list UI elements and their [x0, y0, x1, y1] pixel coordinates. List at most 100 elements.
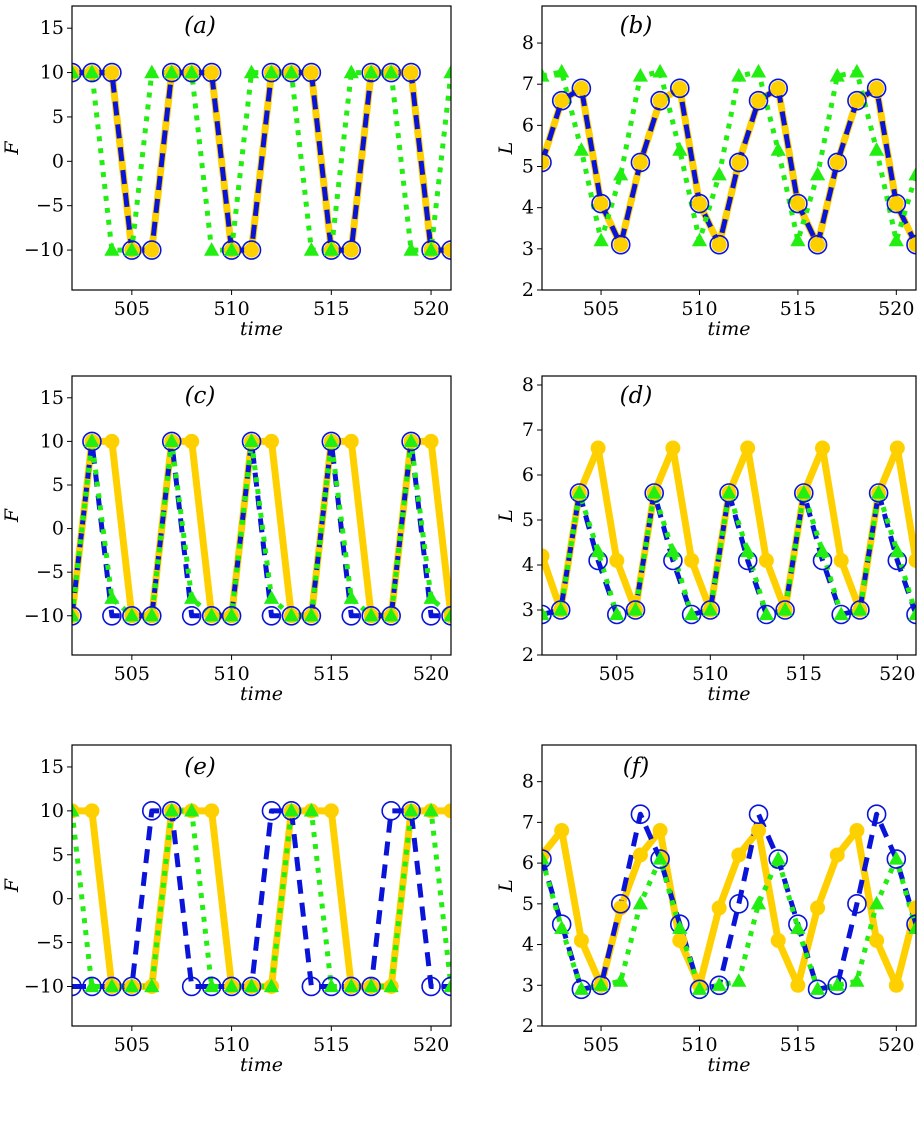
plot-frame [541, 744, 917, 1027]
data-point [810, 981, 826, 995]
panel-label: (e) [184, 754, 216, 780]
data-point [672, 142, 688, 156]
data-point [84, 433, 100, 447]
y-tick-label: 10 [40, 430, 64, 452]
data-point [793, 483, 814, 503]
data-point [403, 433, 419, 447]
plot-area [542, 63, 916, 255]
data-point [261, 605, 282, 626]
data-point [814, 543, 831, 558]
data-point [72, 607, 80, 622]
data-point [421, 976, 441, 997]
y-tick-label: 6 [522, 114, 534, 136]
data-point [542, 68, 550, 82]
data-point [906, 604, 916, 625]
data-point [181, 605, 202, 626]
data-point [201, 976, 222, 997]
data-point [263, 590, 280, 604]
data-point [403, 242, 419, 256]
series-line-blue-dashed-open-circle [72, 808, 451, 989]
data-point [888, 196, 904, 212]
x-tick-label: 515 [780, 298, 816, 320]
y-tick-label: 6 [522, 464, 534, 486]
data-point [122, 976, 142, 997]
data-point [84, 978, 100, 993]
data-point [833, 553, 849, 568]
series-line-blue-dashed-open-circle [542, 85, 916, 248]
data-point [161, 431, 182, 452]
plot-area [542, 440, 916, 625]
data-point [361, 605, 382, 626]
data-point [423, 590, 439, 604]
data-point [650, 849, 670, 869]
data-point [550, 600, 571, 620]
data-point [632, 895, 648, 910]
data-point [770, 851, 786, 865]
data-point [383, 607, 399, 622]
plot-area [72, 431, 451, 626]
data-point [740, 543, 756, 558]
y-tick-label: 6 [522, 852, 534, 874]
data-point [184, 802, 200, 817]
data-point [729, 894, 749, 914]
data-point [709, 975, 729, 996]
data-point [790, 920, 806, 934]
data-point [224, 978, 240, 993]
y-tick-label: 8 [522, 374, 534, 396]
x-tick-label: 520 [878, 298, 914, 320]
data-point [323, 803, 339, 819]
data-point [852, 602, 868, 616]
data-point [263, 64, 280, 79]
data-point [124, 978, 140, 993]
data-point [243, 978, 260, 993]
data-point [204, 607, 220, 622]
y-tick-label: 3 [522, 599, 534, 621]
data-point [652, 851, 668, 865]
data-point [691, 232, 708, 247]
data-point [591, 193, 611, 214]
data-point [630, 804, 651, 825]
data-point [770, 932, 786, 948]
y-tick-label: 0 [52, 150, 64, 172]
y-tick-label: −10 [24, 605, 64, 627]
data-point [908, 920, 916, 934]
data-point [632, 154, 648, 170]
data-point [652, 93, 668, 109]
data-point [709, 234, 729, 255]
data-point [790, 232, 806, 247]
data-point [204, 803, 220, 819]
data-point [609, 606, 625, 621]
data-point [815, 440, 830, 456]
data-point [672, 920, 688, 934]
data-point [423, 802, 439, 817]
data-point [361, 62, 382, 83]
data-point [908, 166, 916, 181]
data-point [421, 605, 441, 626]
data-point [243, 64, 260, 79]
data-point [102, 605, 122, 626]
x-axis-label: time [708, 318, 751, 340]
data-point [632, 847, 648, 863]
data-point [889, 440, 905, 456]
data-point [164, 802, 180, 817]
x-axis-label: time [240, 318, 283, 340]
data-point [321, 431, 342, 452]
y-tick-label: 3 [522, 974, 534, 996]
data-point [847, 90, 867, 111]
y-tick-label: 0 [52, 518, 64, 540]
data-point [124, 242, 140, 256]
y-tick-label: 3 [522, 238, 534, 260]
data-point [181, 62, 202, 83]
data-point [263, 433, 279, 449]
data-point [740, 440, 756, 456]
x-tick-label: 515 [313, 1034, 349, 1056]
x-tick-label: 510 [681, 1034, 717, 1056]
y-tick-label: 7 [522, 811, 534, 833]
data-point [401, 801, 421, 821]
data-point [201, 62, 222, 83]
y-tick-label: −5 [36, 932, 64, 954]
data-point [381, 801, 401, 821]
data-point [669, 78, 690, 99]
data-point [554, 63, 570, 78]
